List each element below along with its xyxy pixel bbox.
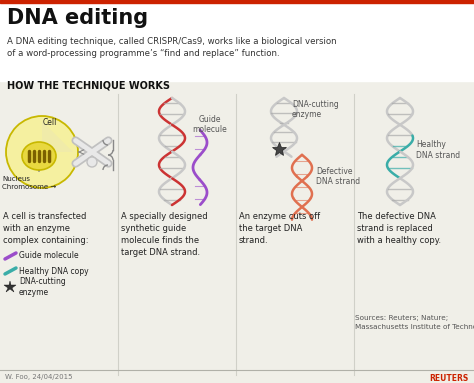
Bar bbox=[0, 3, 474, 81]
Text: HOW THE TECHNIQUE WORKS: HOW THE TECHNIQUE WORKS bbox=[7, 80, 170, 90]
Text: Guide molecule: Guide molecule bbox=[19, 252, 79, 260]
Text: An enzyme cuts off
the target DNA
strand.: An enzyme cuts off the target DNA strand… bbox=[239, 212, 320, 245]
Text: A DNA editing technique, called CRISPR/Cas9, works like a biological version
of : A DNA editing technique, called CRISPR/C… bbox=[7, 37, 337, 59]
Text: A cell is transfected
with an enzyme
complex containing:: A cell is transfected with an enzyme com… bbox=[3, 212, 89, 245]
Text: Guide
molecule: Guide molecule bbox=[192, 115, 228, 134]
Bar bbox=[0, 81, 474, 383]
Polygon shape bbox=[42, 121, 73, 152]
Text: Sources: Reuters; Nature;
Massachusetts Institute of Technology: Sources: Reuters; Nature; Massachusetts … bbox=[355, 315, 474, 329]
Text: DNA editing: DNA editing bbox=[7, 8, 148, 28]
Circle shape bbox=[87, 157, 97, 167]
Text: REUTERS: REUTERS bbox=[430, 374, 469, 383]
Text: Cell: Cell bbox=[43, 118, 57, 127]
Ellipse shape bbox=[22, 142, 56, 170]
Text: Nucleus: Nucleus bbox=[2, 176, 30, 182]
Text: Chromosome →: Chromosome → bbox=[2, 184, 56, 190]
Text: Defective
DNA strand: Defective DNA strand bbox=[316, 167, 360, 186]
Circle shape bbox=[6, 116, 78, 188]
Text: DNA-cutting
enzyme: DNA-cutting enzyme bbox=[292, 100, 339, 119]
Text: The defective DNA
strand is replaced
with a healthy copy.: The defective DNA strand is replaced wit… bbox=[357, 212, 441, 245]
Text: Healthy DNA copy: Healthy DNA copy bbox=[19, 267, 89, 275]
Text: Healthy
DNA strand: Healthy DNA strand bbox=[416, 141, 460, 160]
Text: DNA-cutting
enzyme: DNA-cutting enzyme bbox=[19, 277, 66, 297]
Text: W. Foo, 24/04/2015: W. Foo, 24/04/2015 bbox=[5, 374, 73, 380]
Text: A specially designed
synthetic guide
molecule finds the
target DNA strand.: A specially designed synthetic guide mol… bbox=[121, 212, 208, 257]
Bar bbox=[0, 0, 474, 3]
